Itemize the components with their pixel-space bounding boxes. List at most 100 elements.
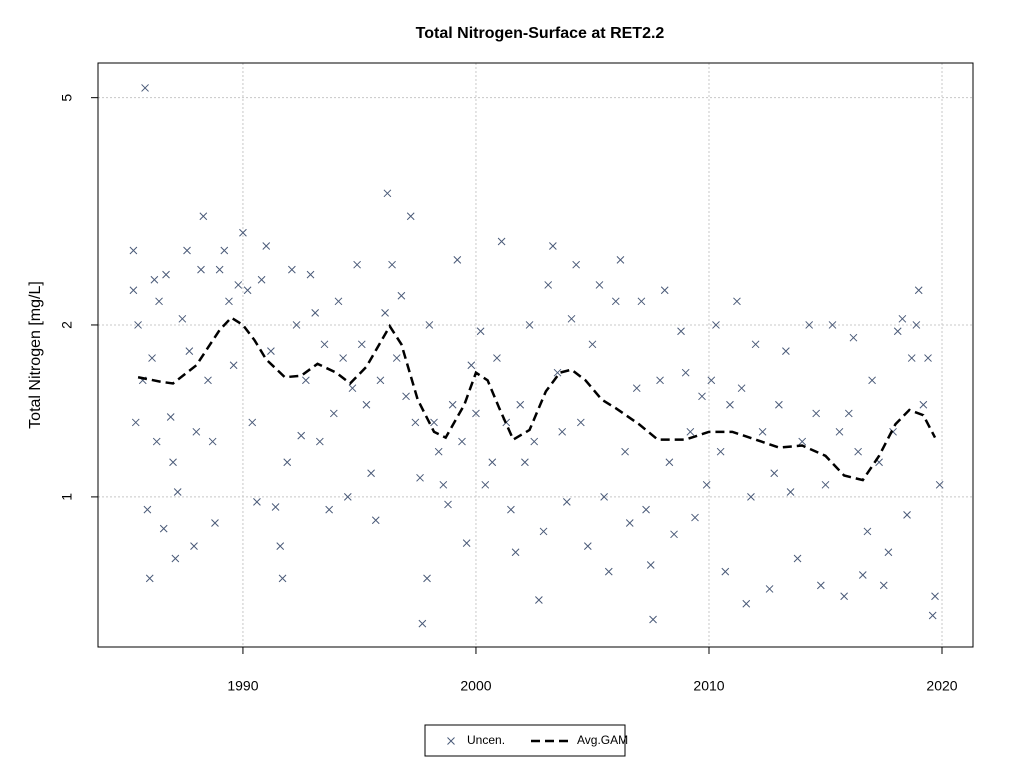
data-point: [423, 574, 431, 583]
data-point: [257, 275, 266, 284]
data-point: [211, 519, 219, 527]
data-point: [243, 286, 252, 295]
data-point: [306, 270, 315, 279]
data-point: [383, 189, 392, 198]
data-point: [616, 256, 625, 264]
data-point: [844, 409, 853, 418]
data-point: [215, 265, 224, 274]
data-point: [712, 321, 720, 329]
data-point: [253, 498, 261, 506]
data-point: [884, 548, 893, 557]
data-point: [600, 493, 608, 501]
data-point: [339, 354, 347, 362]
data-point: [733, 297, 741, 306]
y-axis-label: Total Nitrogen [mg/L]: [27, 281, 44, 429]
data-point: [681, 368, 690, 377]
data-point: [595, 281, 604, 289]
data-point: [129, 246, 138, 255]
data-point: [765, 585, 774, 593]
data-point: [854, 447, 862, 456]
data-point: [649, 615, 657, 624]
data-point: [621, 447, 629, 456]
data-point: [208, 437, 217, 446]
data-point: [707, 376, 716, 385]
data-point: [544, 281, 553, 289]
data-point: [411, 418, 420, 427]
data-point: [448, 400, 457, 409]
data-point: [418, 619, 427, 628]
legend: Uncen. Avg.GAM: [447, 733, 628, 747]
x-tick-label: 2010: [693, 678, 724, 694]
data-point: [562, 498, 571, 506]
data-point: [371, 516, 380, 525]
data-point: [381, 309, 389, 317]
data-point: [145, 574, 154, 583]
data-point: [267, 347, 275, 355]
data-point: [199, 212, 208, 221]
data-point: [148, 354, 156, 362]
data-point: [567, 314, 576, 323]
data-point: [632, 384, 641, 393]
data-point: [453, 256, 462, 264]
data-point: [488, 458, 497, 467]
data-point: [234, 281, 243, 289]
data-point: [507, 505, 515, 514]
data-point: [646, 561, 655, 569]
data-point: [868, 376, 876, 385]
data-point: [924, 354, 932, 362]
data-point: [141, 84, 149, 92]
data-point: [320, 340, 329, 349]
data-point: [782, 347, 790, 355]
data-point: [183, 246, 191, 255]
data-point: [893, 327, 902, 336]
data-point: [691, 513, 699, 522]
data-point: [185, 347, 194, 355]
legend-label: Uncen.: [467, 733, 505, 747]
data-point: [271, 503, 280, 511]
data-point: [416, 473, 424, 482]
data-point: [397, 291, 406, 300]
data-point: [406, 212, 415, 221]
data-point: [572, 260, 581, 269]
data-point: [302, 376, 310, 385]
data-point: [770, 469, 779, 478]
data-point: [553, 368, 562, 377]
data-point: [311, 309, 320, 317]
data-point: [357, 340, 366, 349]
data-point: [849, 333, 858, 342]
data-point: [907, 354, 916, 362]
legend-label: Avg.GAM: [577, 733, 628, 747]
plot-marks: [129, 84, 944, 628]
data-point: [625, 519, 634, 527]
data-point: [497, 237, 506, 246]
y-tick-label: 5: [59, 94, 75, 102]
x-tick-label: 1990: [227, 678, 258, 694]
data-point: [178, 314, 187, 323]
data-point: [611, 297, 620, 306]
data-point: [283, 458, 292, 467]
data-point: [812, 409, 821, 418]
data-point: [439, 480, 448, 489]
chart-title: Total Nitrogen-Surface at RET2.2: [416, 25, 665, 42]
data-point: [171, 554, 180, 563]
data-point: [670, 530, 678, 539]
data-point: [539, 527, 548, 536]
data-point: [434, 447, 443, 456]
data-point: [155, 297, 163, 306]
data-point: [159, 524, 168, 533]
data-point: [248, 418, 257, 427]
data-point: [152, 437, 161, 446]
data-point: [583, 542, 592, 550]
data-point: [698, 392, 706, 401]
data-point: [376, 376, 385, 385]
data-point: [150, 275, 159, 284]
data-point: [919, 400, 928, 409]
data-point: [430, 418, 438, 427]
data-point: [297, 431, 306, 440]
data-point: [931, 592, 939, 601]
data-point: [935, 480, 944, 489]
data-point: [444, 500, 452, 509]
data-point: [604, 567, 613, 576]
data-point: [425, 321, 434, 329]
data-point: [162, 270, 170, 279]
